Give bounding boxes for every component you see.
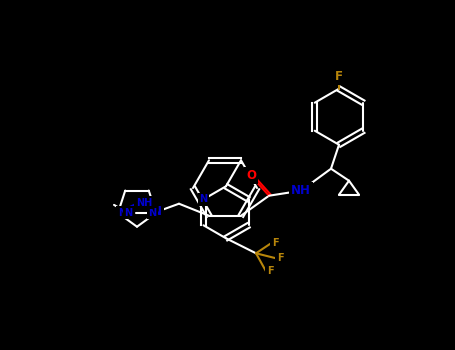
Text: N: N: [124, 208, 132, 218]
Text: F: F: [335, 70, 343, 83]
Text: F: F: [272, 238, 278, 248]
Text: NH: NH: [136, 198, 152, 208]
Text: F: F: [267, 266, 273, 276]
Text: N: N: [148, 208, 156, 218]
Text: NH: NH: [291, 184, 311, 197]
Text: N: N: [199, 194, 207, 204]
Text: N: N: [152, 205, 162, 218]
Text: F: F: [277, 253, 283, 263]
Text: N: N: [118, 208, 126, 218]
Text: O: O: [246, 169, 256, 182]
